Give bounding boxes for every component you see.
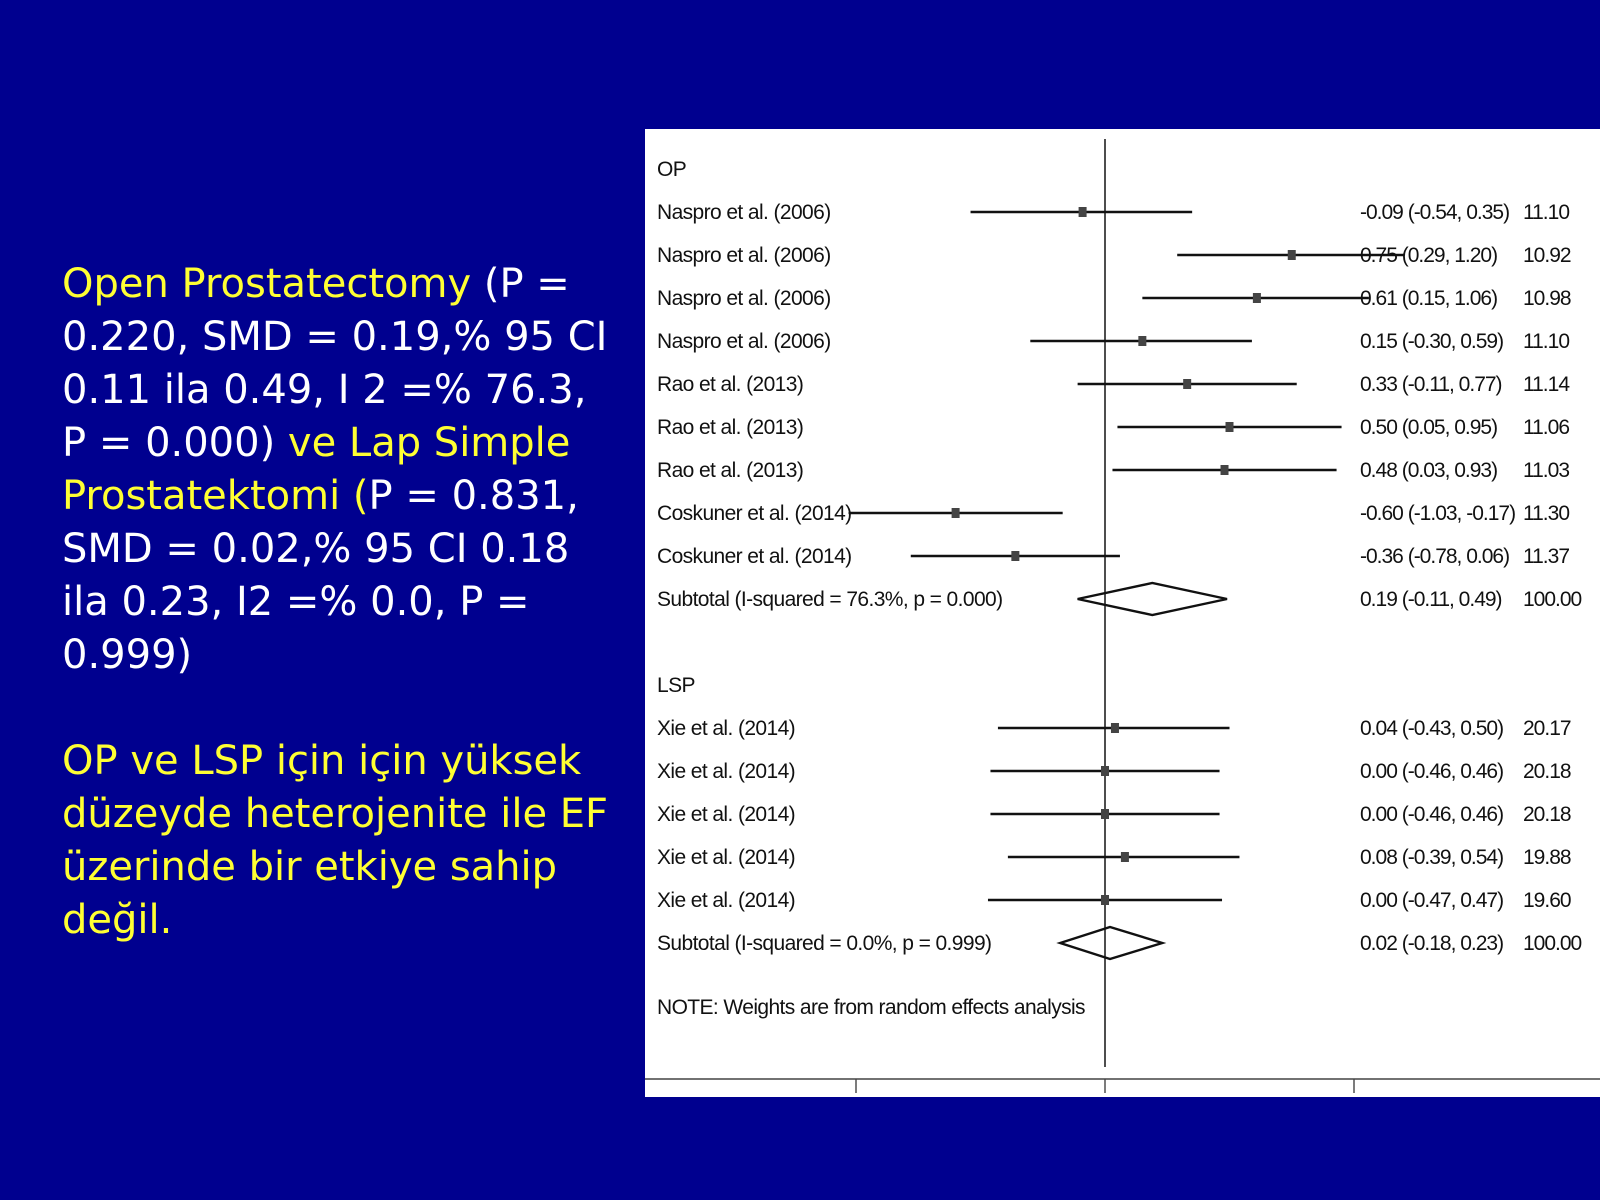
subtotal-label: Subtotal (I-squared = 0.0%, p = 0.999) (657, 932, 991, 955)
weight-text: 20.18 (1523, 760, 1571, 783)
weight-text: 10.92 (1523, 244, 1571, 267)
results-text-segment: (P = 0.220, SMD = 0.19,% 95 CI 0.11 ila … (62, 261, 608, 466)
ci-text: 0.19 (-0.11, 0.49) (1360, 588, 1502, 611)
effect-marker (1120, 852, 1129, 862)
forest-plot-panel: OP Naspro et al. (2006) -0.09 (-0.54, 0.35… (645, 129, 1600, 1097)
effect-marker (1078, 207, 1087, 217)
weight-text: 20.18 (1523, 803, 1571, 826)
study-label: Coskuner et al. (2014) (657, 545, 852, 568)
ci-text: -0.36 (-0.78, 0.06) (1360, 545, 1509, 568)
study-label: Rao et al. (2013) (657, 373, 803, 396)
results-text-segment: Open Prostatectomy (62, 261, 484, 307)
weight-text: 100.00 (1523, 932, 1582, 955)
ci-text: -0.09 (-0.54, 0.35) (1360, 201, 1509, 224)
ci-text: 0.00 (-0.47, 0.47) (1360, 889, 1503, 912)
study-label: Xie et al. (2014) (657, 760, 795, 783)
study-label: Xie et al. (2014) (657, 717, 795, 740)
effect-marker (1220, 465, 1229, 475)
effect-marker (951, 508, 960, 518)
ci-text: 0.00 (-0.46, 0.46) (1360, 803, 1503, 826)
study-label: Naspro et al. (2006) (657, 287, 831, 310)
forest-plot: OP Naspro et al. (2006) -0.09 (-0.54, 0.35… (645, 139, 1600, 1093)
weight-text: 11.14 (1523, 373, 1570, 396)
effect-marker (1110, 723, 1119, 733)
effect-marker (1252, 293, 1261, 303)
study-label: Rao et al. (2013) (657, 416, 803, 439)
study-label: Rao et al. (2013) (657, 459, 803, 482)
weight-text: 19.88 (1523, 846, 1571, 869)
effect-marker (1225, 422, 1234, 432)
ci-text: 0.02 (-0.18, 0.23) (1360, 932, 1503, 955)
group-label: OP (657, 158, 686, 181)
effect-marker (1101, 895, 1109, 905)
ci-text: 0.75 (0.29, 1.20) (1360, 244, 1497, 267)
effect-marker (1101, 809, 1109, 819)
results-paragraph: Open Prostatectomy (P = 0.220, SMD = 0.1… (62, 258, 622, 682)
subtotal-label: Subtotal (I-squared = 76.3%, p = 0.000) (657, 588, 1003, 611)
effect-marker (1183, 379, 1192, 389)
ci-text: 0.50 (0.05, 0.95) (1360, 416, 1497, 439)
ci-text: 0.33 (-0.11, 0.77) (1360, 373, 1502, 396)
slide-text: Open Prostatectomy (P = 0.220, SMD = 0.1… (62, 258, 622, 947)
ci-text: -0.60 (-1.03, -0.17) (1360, 502, 1515, 525)
ci-text: 0.48 (0.03, 0.93) (1360, 459, 1497, 482)
results-text-segment: P = 0.831, SMD = 0.02,% 95 CI 0.18 ila 0… (62, 473, 579, 678)
weight-text: 100.00 (1523, 588, 1582, 611)
ci-text: 0.04 (-0.43, 0.50) (1360, 717, 1503, 740)
subtotal-diamond (1056, 925, 1167, 961)
ci-text: 0.61 (0.15, 1.06) (1360, 287, 1497, 310)
results-text-segment: ve Lap Simple Prostatektomi ( (62, 420, 571, 519)
study-label: Coskuner et al. (2014) (657, 502, 852, 525)
effect-marker (1011, 551, 1020, 561)
weight-text: 11.06 (1523, 416, 1569, 439)
conclusion-paragraph: OP ve LSP için için yüksek düzeyde heter… (62, 738, 609, 943)
weight-text: 10.98 (1523, 287, 1571, 310)
study-label: Naspro et al. (2006) (657, 201, 831, 224)
study-label: Naspro et al. (2006) (657, 330, 831, 353)
group-label: LSP (657, 674, 695, 697)
weight-text: 11.03 (1523, 459, 1569, 482)
weight-text: 20.17 (1523, 717, 1571, 740)
effect-marker (1138, 336, 1147, 346)
ci-text: 0.15 (-0.30, 0.59) (1360, 330, 1503, 353)
study-label: Xie et al. (2014) (657, 889, 795, 912)
study-label: Xie et al. (2014) (657, 803, 795, 826)
weight-text: 11.10 (1523, 201, 1569, 224)
ci-text: 0.00 (-0.46, 0.46) (1360, 760, 1503, 783)
effect-marker (1287, 250, 1296, 260)
ci-text: 0.08 (-0.39, 0.54) (1360, 846, 1503, 869)
weight-text: 19.60 (1523, 889, 1571, 912)
note-text: NOTE: Weights are from random effects an… (657, 996, 1085, 1019)
weight-text: 11.30 (1523, 502, 1569, 525)
effect-marker (1101, 766, 1109, 776)
study-label: Naspro et al. (2006) (657, 244, 831, 267)
weight-text: 11.10 (1523, 330, 1569, 353)
weight-text: 11.37 (1523, 545, 1569, 568)
subtotal-diamond (1077, 581, 1228, 617)
study-label: Xie et al. (2014) (657, 846, 795, 869)
